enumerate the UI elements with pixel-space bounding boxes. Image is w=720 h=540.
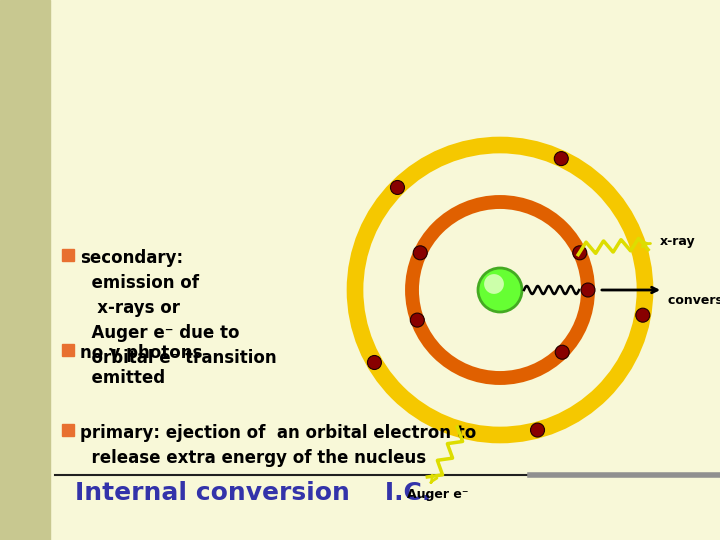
Text: x-ray: x-ray [660, 235, 696, 248]
Circle shape [531, 423, 544, 437]
Text: Internal conversion    I.C.: Internal conversion I.C. [75, 481, 431, 504]
Bar [0, 0, 50, 540]
Circle shape [478, 268, 522, 312]
Circle shape [636, 308, 649, 322]
Bar [62, 424, 74, 436]
Text: conversion e⁻: conversion e⁻ [668, 294, 720, 307]
Circle shape [572, 246, 587, 260]
Circle shape [581, 283, 595, 297]
Circle shape [484, 274, 504, 294]
Circle shape [554, 152, 568, 166]
Circle shape [555, 345, 570, 359]
Bar [62, 249, 74, 261]
Circle shape [413, 246, 427, 260]
Text: primary: ejection of  an orbital electron to
  release extra energy of the nucle: primary: ejection of an orbital electron… [80, 424, 476, 467]
Circle shape [390, 180, 405, 194]
Bar [62, 344, 74, 356]
Text: no γ photons
  emitted: no γ photons emitted [80, 344, 202, 387]
Circle shape [367, 355, 382, 369]
Circle shape [410, 313, 424, 327]
Text: secondary:
  emission of
   x-rays or
  Auger e⁻ due to
  orbital e⁻ transition: secondary: emission of x-rays or Auger e… [80, 249, 276, 367]
Text: Auger e⁻: Auger e⁻ [407, 488, 468, 501]
